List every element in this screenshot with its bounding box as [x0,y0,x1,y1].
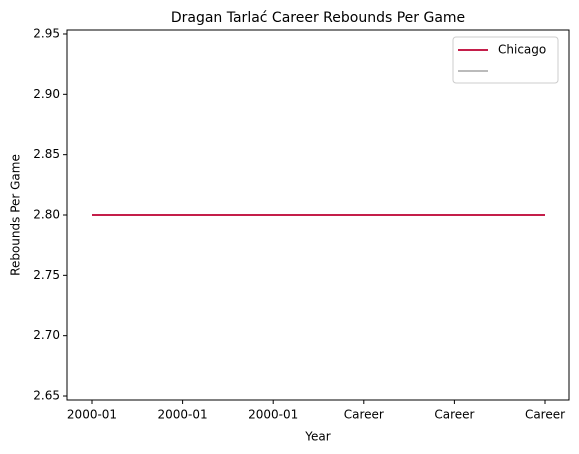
y-tick-label: 2.90 [33,87,60,101]
chart-title: Dragan Tarlać Career Rebounds Per Game [171,10,465,26]
x-tick-label: 2000-01 [248,408,298,422]
y-tick-label: 2.70 [33,328,60,342]
x-tick-label: 2000-01 [67,408,117,422]
x-tick-label: Career [434,408,474,422]
x-tick-label: 2000-01 [158,408,208,422]
y-tick-label: 2.85 [33,147,60,161]
legend-label: Chicago [498,43,546,57]
x-tick-label: Career [525,408,565,422]
x-axis-label: Year [304,430,330,444]
y-axis-label: Rebounds Per Game [9,154,23,276]
y-tick-label: 2.80 [33,208,60,222]
y-tick-label: 2.75 [33,268,60,282]
x-tick-label: Career [344,408,384,422]
y-tick-label: 2.65 [33,389,60,403]
y-tick-label: 2.95 [33,26,60,40]
